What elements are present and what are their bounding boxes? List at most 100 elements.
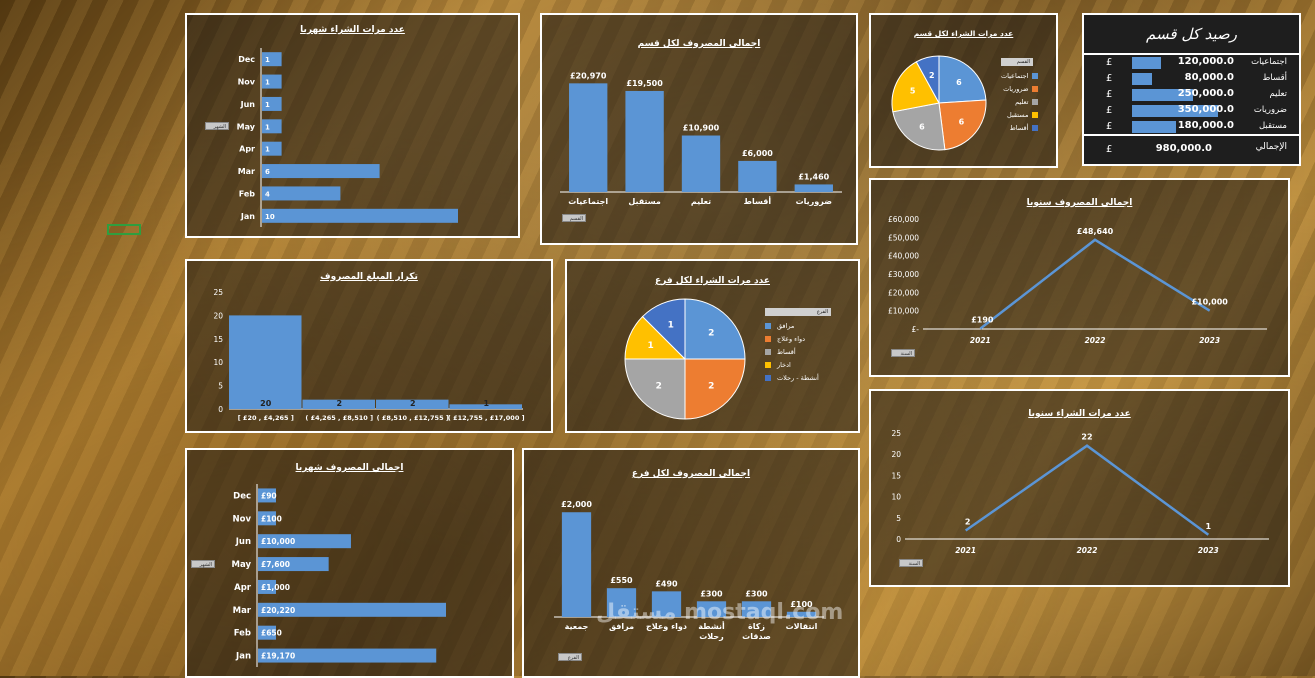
tick-label: Jun — [240, 100, 256, 109]
tick-label: £50,000 — [888, 233, 919, 242]
bar — [258, 625, 276, 640]
tick-label: £10,000 — [888, 307, 919, 316]
tick-label: ( £8,510 , £12,755 ] — [377, 414, 449, 422]
bar — [262, 74, 282, 89]
data-label: 1 — [483, 399, 489, 408]
balance-total-value: 980,000.0 — [1155, 143, 1212, 154]
pie-slice — [915, 55, 940, 104]
branch-count-pie: عدد مرات الشراء لكل فرع 2 2 2 1 1 الفرع مراف… — [565, 259, 860, 433]
tick-label: 25 — [891, 429, 901, 438]
data-label: 2 — [410, 399, 416, 408]
tick-label: ضروريات — [796, 197, 833, 206]
tick-label: 15 — [213, 335, 223, 344]
bar — [738, 160, 777, 192]
chart-title: تكرار المبلغ المصروف — [320, 272, 418, 282]
data-label: 22 — [1081, 433, 1092, 442]
tick-label: £60,000 — [888, 215, 919, 224]
bar — [258, 648, 437, 663]
data-label: 6 — [265, 168, 270, 176]
tick-label: 25 — [213, 288, 223, 297]
dept-filter-button[interactable]: القسم — [562, 214, 586, 222]
tick-label: 10 — [213, 358, 223, 367]
data-label: £490 — [655, 579, 678, 588]
bar — [262, 141, 282, 156]
data-label: £7,600 — [261, 560, 290, 569]
chart-svg: 25 20 15 10 5 0 2 2021 22 2022 1 2023 — [891, 429, 1269, 555]
chart-svg: 2 2 2 1 1 — [624, 298, 746, 420]
data-label: £1,000 — [261, 583, 290, 592]
branch-filter-button[interactable]: الفرع — [558, 653, 582, 661]
bar — [606, 588, 637, 617]
yearly-spend-chart: اجمالي المصروف سنويا السنة £60,000 £50,00… — [869, 178, 1290, 377]
data-label: 6 — [919, 123, 925, 132]
bar — [258, 488, 276, 503]
tick-label: Feb — [239, 189, 256, 198]
pie-slice — [938, 55, 987, 104]
tick-label: Apr — [234, 583, 252, 593]
tick-label: 20 — [891, 450, 901, 459]
selected-cell[interactable] — [107, 224, 141, 235]
month-filter-button[interactable]: الشهر — [191, 560, 215, 568]
tick-label: 20 — [213, 311, 223, 320]
tick-label: تعليم — [691, 197, 711, 206]
bar — [258, 602, 446, 617]
year-filter-button[interactable]: السنة — [891, 349, 915, 357]
chart-svg: £60,000 £50,000 £40,000 £30,000 £20,000 £10,0… — [888, 215, 1267, 345]
data-label: £19,500 — [626, 79, 663, 88]
tick-label: اجتماعيات — [568, 197, 608, 206]
branch-legend: الفرع مرافق دواء وعلاج أقساط ادخار أنشطة… — [765, 308, 831, 384]
tick-label: [ £20 , £4,265 ] — [238, 414, 294, 422]
monthly-count-chart: عدد مرات الشراء شهريا الشهر Dec 1 Nov 1 Jun 1… — [185, 13, 520, 238]
chart-title: عدد مرات الشراء شهريا — [300, 25, 405, 35]
tick-label: 2022 — [1085, 336, 1106, 345]
chart-title: اجمالي المصروف لكل قسم — [637, 39, 761, 49]
tick-label: £20,000 — [888, 288, 919, 297]
bar — [449, 404, 522, 409]
legend-item: أقساط — [1001, 121, 1039, 134]
tick-label: مستقبل — [628, 197, 661, 206]
tick-label: Nov — [238, 78, 256, 87]
balance-row: £ 80,000.0 أقساط — [1106, 72, 1287, 85]
legend-item: ضروريات — [1001, 82, 1039, 95]
balance-row: £ 250,000.0 تعليم — [1106, 88, 1287, 101]
data-label: 5 — [910, 87, 916, 96]
data-label: £10,000 — [261, 537, 295, 546]
month-filter-button[interactable]: الشهر — [205, 122, 229, 130]
tick-label: £30,000 — [888, 270, 919, 279]
series-line — [964, 444, 1210, 536]
year-filter-button[interactable]: السنة — [899, 559, 923, 567]
balance-row: £ 180,000.0 مستقبل — [1106, 120, 1287, 133]
data-label: £550 — [610, 576, 633, 585]
pie-slice — [891, 61, 940, 113]
pie-slice — [684, 358, 746, 420]
chart-title: عدد مرات الشراء لكل قسم — [913, 29, 1014, 38]
bar — [262, 164, 380, 179]
monthly-spend-chart: اجمالي المصروف شهريا الشهر Dec £90 Nov £100… — [185, 448, 514, 678]
tick-label: £40,000 — [888, 252, 919, 261]
bar — [258, 511, 276, 526]
bar — [681, 135, 721, 192]
bar — [786, 611, 817, 617]
tick-label: Dec — [233, 491, 251, 501]
chart-svg: 6 6 6 5 2 — [891, 55, 987, 151]
legend-filter-button[interactable]: الفرع — [765, 308, 831, 316]
tick-label: زكاة — [748, 622, 765, 631]
legend-item: أقساط — [765, 345, 831, 358]
data-label: 1 — [265, 146, 270, 154]
bar — [262, 52, 282, 67]
chart-title: اجمالي المصروف شهريا — [295, 463, 404, 473]
pie-slice — [624, 358, 686, 420]
data-label: £10,900 — [683, 124, 720, 133]
bar — [258, 579, 276, 594]
tick-label: مرافق — [609, 622, 634, 631]
chart-svg: Dec 1 Nov 1 Jun 1 May 1 Apr 1 Mar 6 Feb 4 Jan 10 — [237, 48, 458, 227]
legend-filter-button[interactable]: القسم — [1001, 58, 1033, 66]
tick-label: 2021 — [970, 336, 991, 345]
balance-row: £ 350,000.0 ضروريات — [1106, 104, 1287, 117]
chart-title: عدد مرات الشراء سنويا — [1028, 409, 1131, 419]
balance-total-row: £ 980,000.0 الإجمالي — [1084, 134, 1299, 166]
tick-label: انتقالات — [786, 622, 818, 631]
bar — [561, 512, 592, 617]
tick-label: رحلات — [699, 632, 724, 641]
data-label: 1 — [265, 123, 270, 131]
